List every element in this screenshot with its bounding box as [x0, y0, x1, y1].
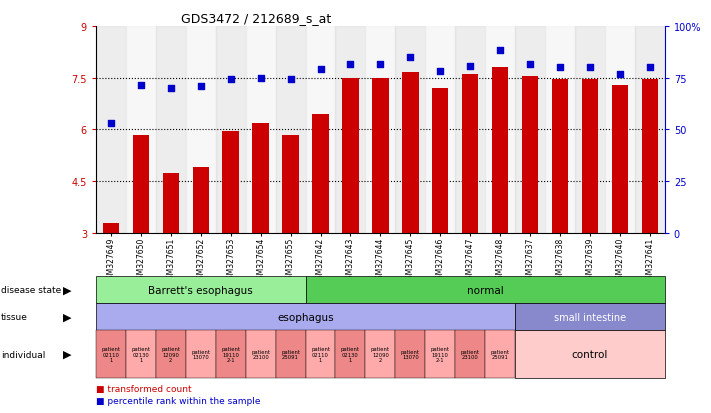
Point — [434, 68, 446, 75]
Point — [315, 66, 326, 73]
Bar — [455, 27, 485, 233]
Point — [135, 82, 146, 89]
Text: patient
02130
1: patient 02130 1 — [341, 346, 360, 363]
Text: patient
12090
2: patient 12090 2 — [161, 346, 181, 363]
Text: patient
25091: patient 25091 — [491, 349, 510, 360]
Bar — [515, 27, 545, 233]
Point — [525, 62, 536, 68]
Text: patient
12090
2: patient 12090 2 — [371, 346, 390, 363]
Bar — [365, 27, 395, 233]
Bar — [246, 27, 276, 233]
Text: disease state: disease state — [1, 286, 61, 294]
Bar — [126, 27, 156, 233]
Text: esophagus: esophagus — [277, 312, 334, 322]
Text: ■ percentile rank within the sample: ■ percentile rank within the sample — [96, 396, 260, 405]
Text: patient
02130
1: patient 02130 1 — [132, 346, 151, 363]
Bar — [635, 27, 665, 233]
Point — [405, 55, 416, 61]
Point — [644, 65, 656, 71]
Bar — [395, 27, 425, 233]
Point — [494, 47, 506, 54]
Bar — [425, 27, 455, 233]
Point — [165, 85, 176, 92]
Bar — [163, 173, 179, 233]
Text: patient
23100: patient 23100 — [461, 349, 480, 360]
Text: patient
02110
1: patient 02110 1 — [102, 346, 120, 363]
Bar — [462, 75, 479, 233]
Bar — [545, 27, 575, 233]
Text: ▶: ▶ — [63, 312, 71, 322]
Bar — [282, 135, 299, 233]
Text: ▶: ▶ — [63, 285, 71, 295]
Point — [225, 77, 236, 83]
Bar — [133, 135, 149, 233]
Point — [285, 77, 296, 83]
Bar — [432, 89, 449, 233]
Point — [464, 63, 476, 70]
Bar — [372, 78, 389, 233]
Bar — [312, 114, 328, 233]
Bar — [582, 80, 598, 233]
Bar — [252, 123, 269, 233]
Bar — [336, 27, 365, 233]
Text: patient
02110
1: patient 02110 1 — [311, 346, 330, 363]
Bar — [156, 27, 186, 233]
Text: patient
13070: patient 13070 — [191, 349, 210, 360]
Point — [105, 120, 117, 126]
Text: patient
19110
2-1: patient 19110 2-1 — [431, 346, 450, 363]
Point — [614, 72, 626, 78]
Text: tissue: tissue — [1, 313, 28, 321]
Text: ▶: ▶ — [63, 349, 71, 359]
Point — [195, 84, 206, 90]
Text: GDS3472 / 212689_s_at: GDS3472 / 212689_s_at — [181, 12, 331, 25]
Point — [375, 62, 386, 68]
Bar — [306, 27, 336, 233]
Bar — [402, 73, 419, 233]
Bar — [342, 78, 358, 233]
Text: ■ transformed count: ■ transformed count — [96, 385, 191, 394]
Bar — [575, 27, 605, 233]
Point — [345, 62, 356, 68]
Bar — [641, 80, 658, 233]
Text: control: control — [572, 349, 608, 359]
Text: small intestine: small intestine — [554, 312, 626, 322]
Text: individual: individual — [1, 350, 45, 358]
Text: normal: normal — [467, 285, 503, 295]
Bar — [552, 80, 568, 233]
Point — [584, 65, 596, 71]
Bar — [193, 168, 209, 233]
Text: Barrett's esophagus: Barrett's esophagus — [149, 285, 253, 295]
Point — [255, 75, 267, 82]
Text: patient
23100: patient 23100 — [251, 349, 270, 360]
Bar — [215, 27, 246, 233]
Bar — [276, 27, 306, 233]
Bar — [611, 85, 628, 233]
Bar — [186, 27, 215, 233]
Bar — [96, 27, 126, 233]
Bar — [492, 68, 508, 233]
Point — [555, 65, 566, 71]
Text: patient
13070: patient 13070 — [401, 349, 419, 360]
Text: patient
19110
2-1: patient 19110 2-1 — [221, 346, 240, 363]
Text: patient
25091: patient 25091 — [281, 349, 300, 360]
Bar — [102, 223, 119, 233]
Bar — [485, 27, 515, 233]
Bar — [522, 77, 538, 233]
Bar — [223, 132, 239, 233]
Bar — [605, 27, 635, 233]
